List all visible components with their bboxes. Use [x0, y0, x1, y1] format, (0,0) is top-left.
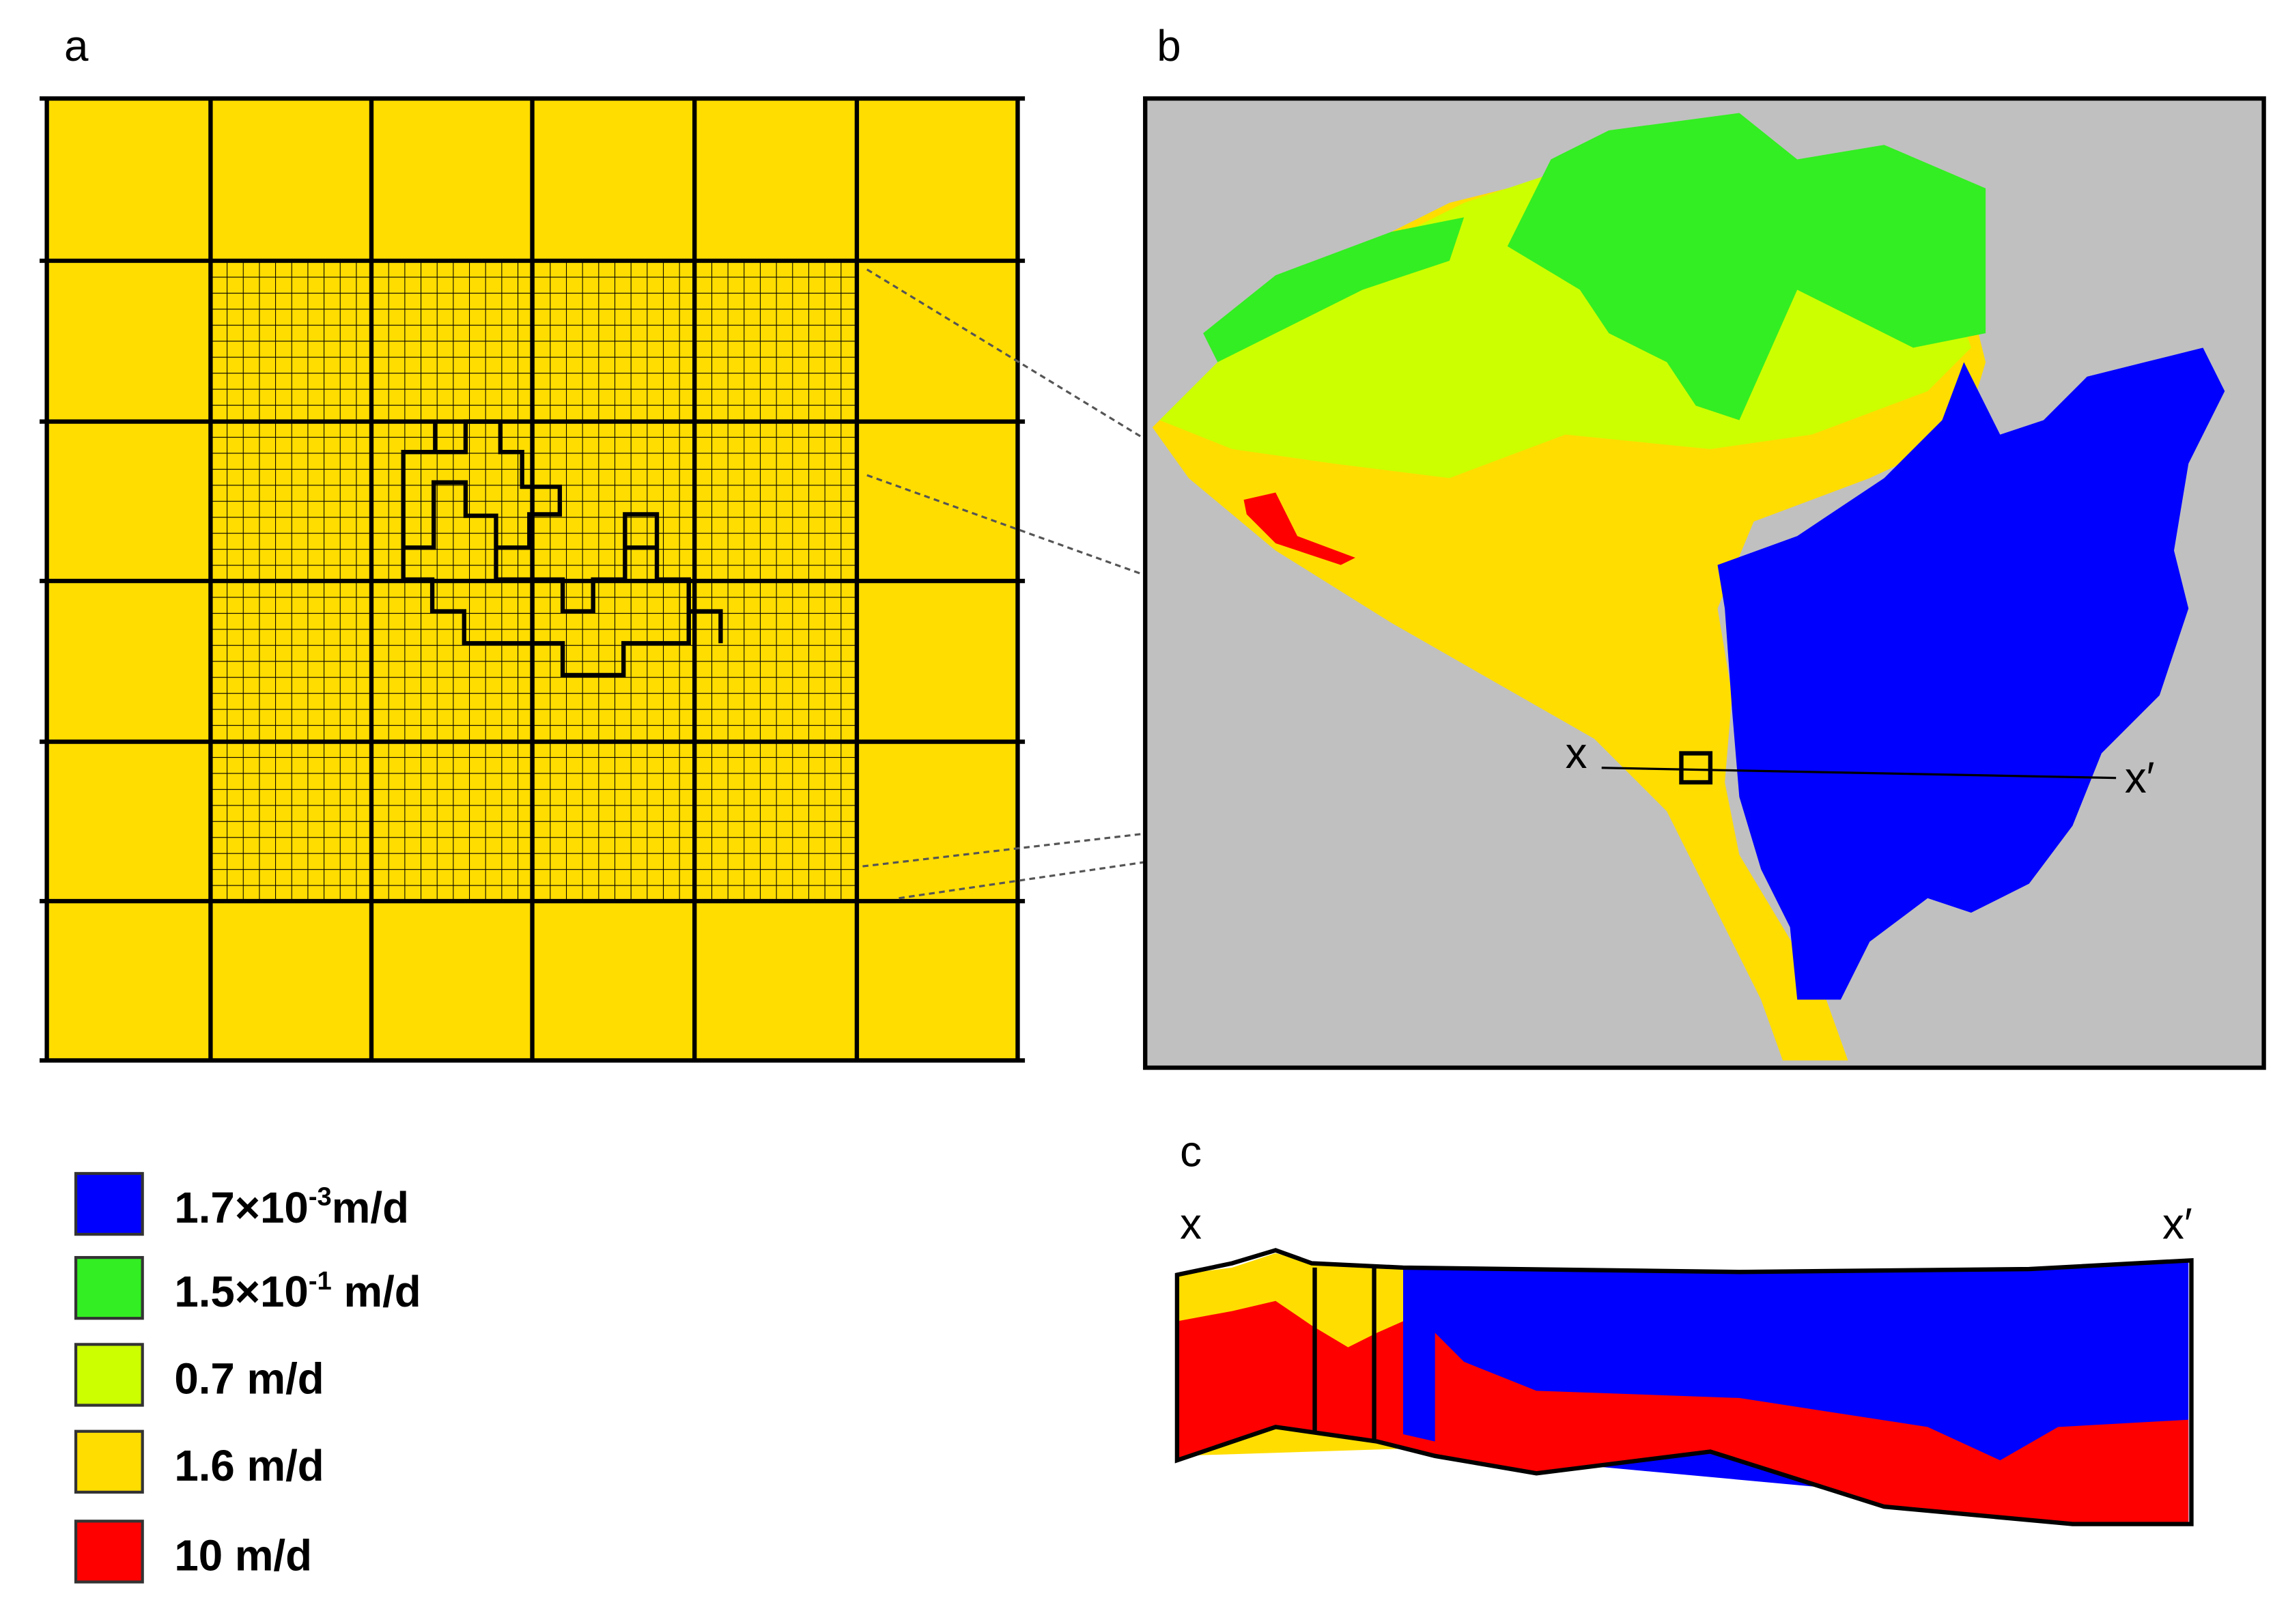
- legend-label: 1.5×10-1 m/d: [174, 1266, 421, 1316]
- legend-text: 1.6 m/d: [174, 1442, 324, 1490]
- legend-swatch: [74, 1429, 144, 1494]
- map-zone: [1203, 217, 1465, 362]
- legend-sup: -3: [309, 1182, 332, 1212]
- panel-label: b: [1157, 22, 1181, 70]
- legend-text: 1.7×10: [174, 1184, 308, 1232]
- grid-panel: [39, 96, 1689, 1063]
- section-box: [1679, 751, 1713, 785]
- map-zone: [1717, 347, 2225, 1000]
- legend: 1.7×10-3m/d1.5×10-1 m/d0.7 m/d1.6 m/d10 …: [74, 1171, 421, 1584]
- legend-swatch: [74, 1520, 144, 1584]
- section-end-label: x′: [2162, 1199, 2192, 1248]
- legend-label: 1.7×10-3m/d: [174, 1182, 409, 1232]
- legend-label: 10 m/d: [174, 1531, 312, 1580]
- legend-swatch: [74, 1255, 144, 1320]
- section-outline: [1174, 1248, 2194, 1526]
- panel-label: a: [64, 22, 89, 70]
- section-line: [1601, 767, 2117, 780]
- section-end-label: x′: [2125, 754, 2155, 802]
- section-start-label: x: [1180, 1199, 1202, 1248]
- map-zone: [1507, 113, 1986, 421]
- legend-swatch: [74, 1343, 144, 1407]
- legend-unit: m/d: [332, 1268, 421, 1316]
- cross-section: [1174, 1248, 2194, 1526]
- legend-label: 1.6 m/d: [174, 1442, 324, 1490]
- legend-unit: m/d: [332, 1184, 409, 1232]
- zone-outline: [401, 419, 723, 678]
- legend-label: 0.7 m/d: [174, 1355, 324, 1404]
- map-panel: [1143, 96, 2266, 1070]
- section-zone: [1176, 1300, 2189, 1524]
- legend-text: 0.7 m/d: [174, 1355, 324, 1404]
- panel-label: c: [1180, 1127, 1202, 1176]
- legend-text: 1.5×10: [174, 1268, 308, 1316]
- legend-swatch: [74, 1171, 144, 1236]
- legend-text: 10 m/d: [174, 1531, 312, 1580]
- section-start-label: x: [1566, 729, 1587, 778]
- legend-sup: -1: [309, 1266, 332, 1296]
- map-zone: [1243, 492, 1355, 565]
